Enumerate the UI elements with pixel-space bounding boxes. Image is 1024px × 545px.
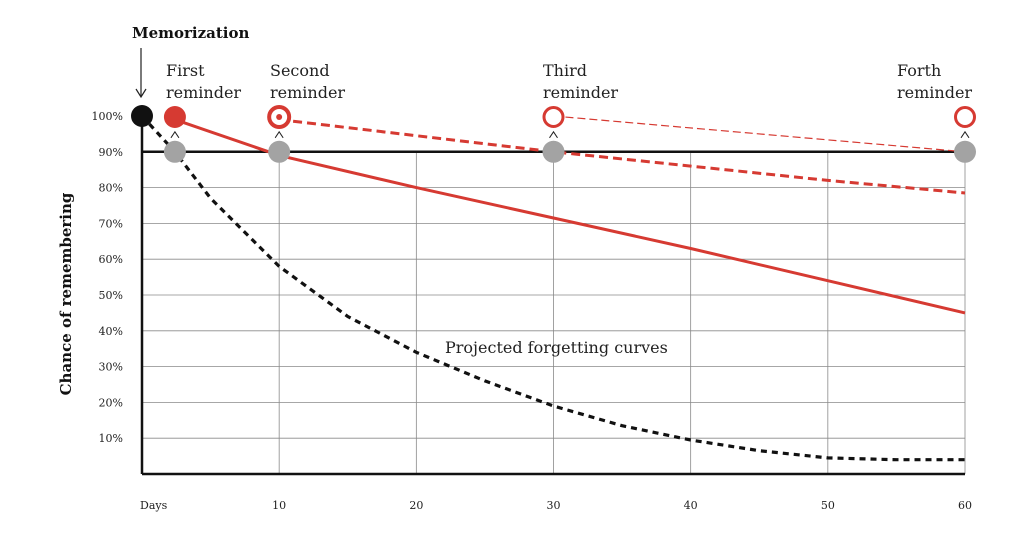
reminder-label-2-line1: Second bbox=[270, 61, 330, 80]
memorization-point bbox=[131, 105, 153, 127]
y-tick-40: 40% bbox=[99, 325, 123, 338]
reminder-markers bbox=[131, 105, 976, 163]
y-tick-80: 80% bbox=[99, 182, 123, 195]
y-tick-labels: 10% 20% 30% 40% 50% 60% 70% 80% 90% 100% bbox=[92, 110, 123, 445]
reminder-label-3-line1: Third bbox=[543, 61, 587, 80]
memorization-arrow-head bbox=[135, 88, 147, 99]
y-tick-90: 90% bbox=[99, 146, 123, 159]
x-tick-50: 50 bbox=[821, 499, 835, 512]
reminder-marker-3 bbox=[542, 106, 565, 128]
series-line-dashed-red bbox=[279, 118, 966, 195]
reminder-gray-point-2 bbox=[268, 140, 291, 163]
x-tick-labels: Days 10 20 30 40 50 60 bbox=[140, 499, 972, 512]
x-tick-60: 60 bbox=[958, 499, 972, 512]
reminder-gray-point-1 bbox=[163, 140, 186, 163]
reminder-caret-2 bbox=[274, 130, 284, 139]
reminder-label-4-line1: Forth bbox=[897, 61, 941, 80]
reminder-marker-4 bbox=[954, 106, 976, 128]
reminder-label-2-line2: reminder bbox=[270, 83, 345, 102]
projected-curves-annotation: Projected forgetting curves bbox=[445, 338, 668, 357]
chart-title: Memorization bbox=[132, 24, 249, 42]
x-tick-30: 30 bbox=[547, 499, 561, 512]
reminder-labels: First reminder Second reminder Third reminder… bbox=[166, 61, 972, 102]
reminder-label-1-line2: reminder bbox=[166, 83, 241, 102]
y-tick-30: 30% bbox=[99, 361, 123, 374]
reminder-label-3-line2: reminder bbox=[543, 83, 618, 102]
y-tick-20: 20% bbox=[99, 396, 123, 409]
y-tick-100: 100% bbox=[92, 110, 123, 123]
x-tick-20: 20 bbox=[409, 499, 423, 512]
reminder-caret-4 bbox=[960, 130, 970, 139]
x-tick-10: 10 bbox=[272, 499, 286, 512]
y-axis-label: Chance of remembering bbox=[57, 192, 75, 395]
series-line-dotted-black bbox=[140, 114, 965, 462]
reminder-gray-point-3 bbox=[542, 140, 565, 163]
y-tick-50: 50% bbox=[99, 289, 123, 302]
reminder-label-4-line2: reminder bbox=[897, 83, 972, 102]
reminder-marker-dot-2 bbox=[276, 114, 283, 120]
reminder-marker-1 bbox=[163, 106, 186, 128]
reminder-label-1-line1: First bbox=[166, 61, 205, 80]
x-tick-40: 40 bbox=[684, 499, 698, 512]
y-tick-60: 60% bbox=[99, 253, 123, 266]
x-start-label: Days bbox=[140, 499, 168, 512]
reminder-caret-3 bbox=[549, 130, 558, 139]
reminder-caret-1 bbox=[170, 130, 180, 139]
grid bbox=[140, 116, 966, 476]
reminder-gray-point-4 bbox=[954, 140, 976, 163]
y-tick-10: 10% bbox=[99, 432, 123, 445]
series-line-thin-dashed-red bbox=[553, 115, 966, 153]
series-line-solid-red bbox=[174, 118, 966, 315]
y-tick-70: 70% bbox=[99, 217, 123, 230]
